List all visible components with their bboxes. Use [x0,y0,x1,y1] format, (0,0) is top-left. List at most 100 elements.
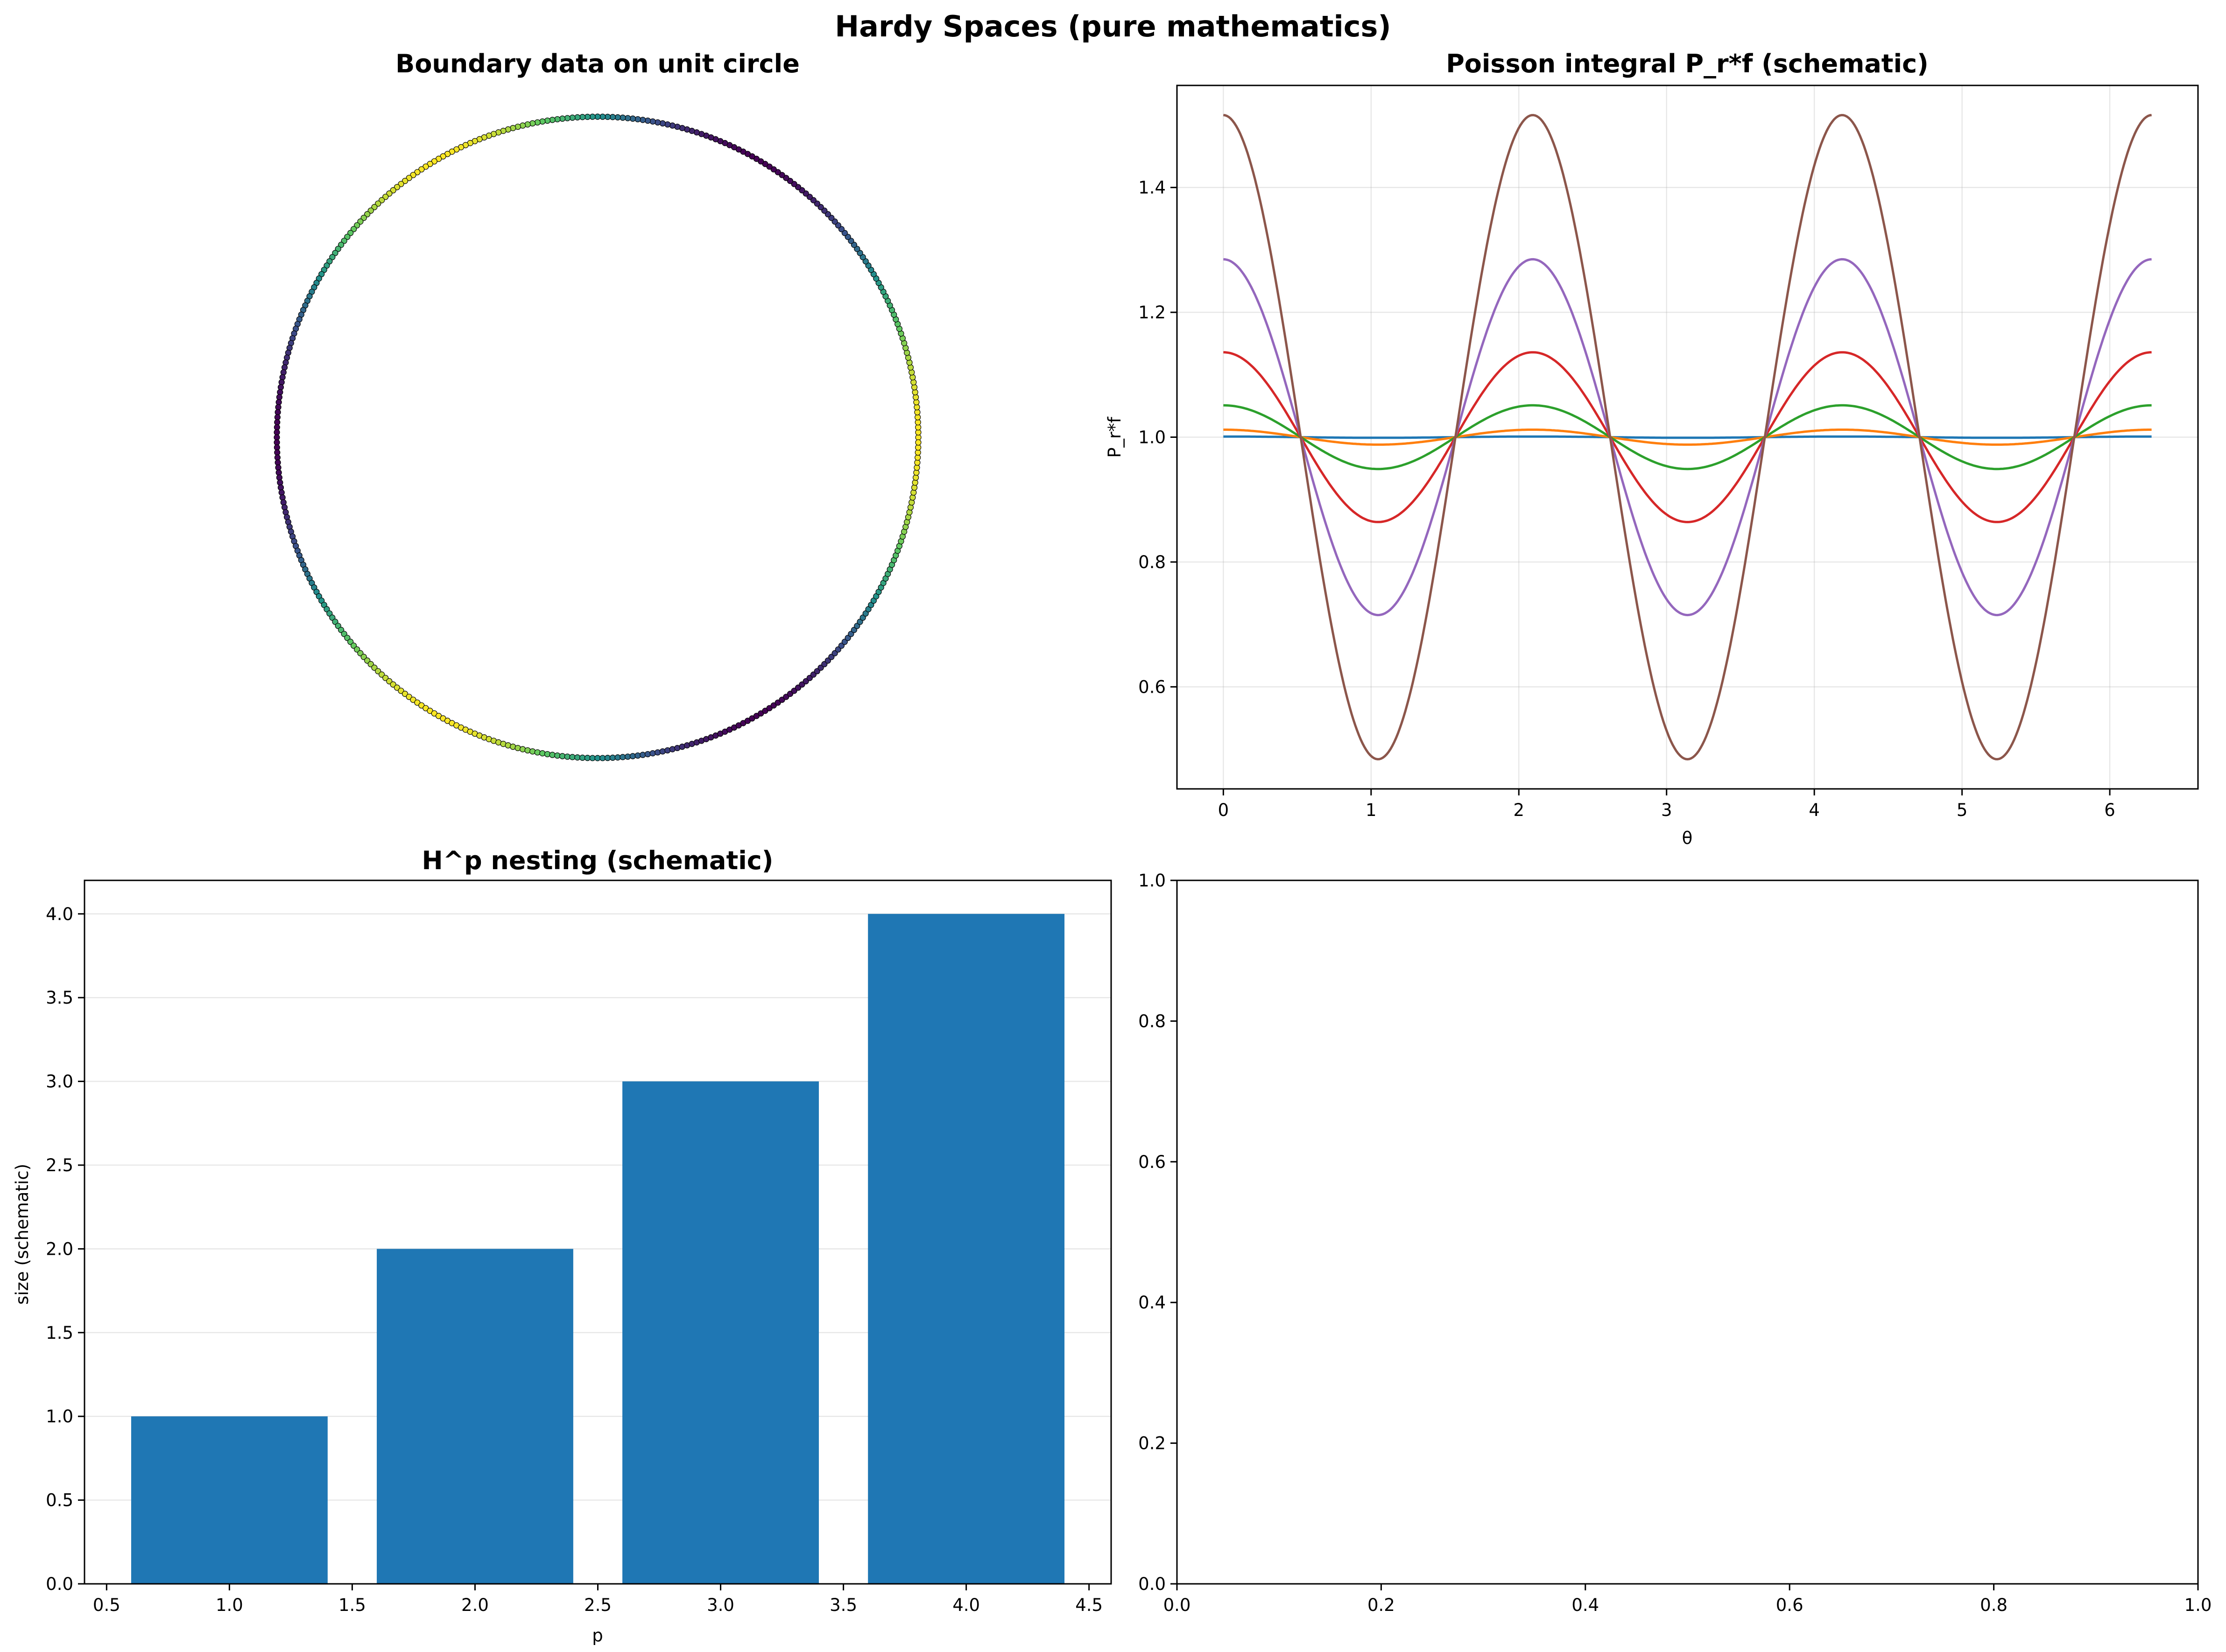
scatter-point [569,754,576,760]
panel-poisson-integral: Poisson integral P_r*f (schematic) 0 1 2 3 4… [1105,49,2199,848]
scatter-point [275,399,282,406]
scatter-point [640,117,646,123]
y-tick-label: 1.4 [1138,178,1166,198]
scatter-point [851,626,857,633]
scatter-point [332,619,338,625]
x-tick-label: 0.4 [1571,1595,1599,1615]
x-tick-label: 1 [1366,800,1377,820]
scatter-point [529,748,536,755]
scatter-point [659,748,666,755]
x-tick-label: 4.0 [952,1595,980,1615]
scatter-point [406,694,412,700]
y-tick-label: 0.6 [1138,1152,1166,1172]
scatter-point [338,626,345,633]
scatter-point [544,117,551,124]
scatter-point [539,118,546,125]
scatter-point [857,250,863,256]
x-tick-label: 6 [2104,800,2115,820]
scatter-point [534,749,541,756]
scatter-point [655,749,661,756]
x-axis-label: p [592,1625,603,1645]
x-tick-label: 1.0 [216,1595,243,1615]
scatter-point [402,178,409,184]
axes: 0.5 1.0 1.5 2.0 2.5 3.0 3.5 4.0 4.5 0.0 0.5 1.0 1.5 2… [46,879,1112,1615]
scatter-point [914,404,920,410]
bar-p-1 [131,1416,328,1584]
scatter-point [275,409,281,415]
scatter-point [539,750,546,757]
scatter-point [277,479,283,486]
scatter-point [423,163,429,170]
series-line-3 [1223,404,2152,471]
scatter-point [274,414,281,421]
x-tick-label: 2 [1513,800,1524,820]
y-tick-label: 0.4 [1138,1293,1166,1313]
scatter-point [414,699,421,706]
scatter-point [914,459,921,466]
x-tick-label: 0.0 [1163,1595,1191,1615]
scatter-point [524,747,531,754]
scatter-point [664,121,671,128]
scatter-point [335,623,341,629]
y-tick-label: 0.8 [1138,552,1166,572]
x-tick-label: 0.2 [1367,1595,1395,1615]
x-tick-label: 0.6 [1776,1595,1803,1615]
scatter-point [787,178,794,184]
scatter-point [544,751,551,758]
y-tick-label: 0.8 [1138,1011,1166,1031]
scatter-point [281,364,288,371]
x-tick-label: 0.5 [93,1595,120,1615]
scatter-point [865,262,872,269]
scatter-point [277,384,284,391]
scatter-point [644,117,651,124]
scatter-point [909,374,916,380]
scatter-point [277,389,283,395]
series-line-5 [1223,258,2152,617]
scatter-point [559,115,566,122]
scatter-point [915,454,921,461]
scatter-point [913,399,920,406]
scatter-point [912,474,919,481]
x-tick-label: 0.8 [1980,1595,2008,1615]
y-tick-label: 1.0 [46,1406,73,1427]
panel-title: H^p nesting (schematic) [422,846,774,875]
axes-frame [1176,879,2199,1585]
y-tick-label: 2.5 [46,1155,73,1175]
y-tick-label: 1.5 [46,1323,73,1343]
series-lines [1223,114,2152,761]
scatter-point [274,449,281,456]
scatter-point [410,696,416,703]
scatter-point [569,114,576,121]
scatter-point [655,119,661,126]
series-line-6 [1223,114,2152,761]
panel-hp-nesting: H^p nesting (schematic) 0.5 1.0 1.5 2.0 2.5 3… [12,846,1112,1645]
scatter-point [848,631,854,637]
scatter-point [649,118,656,125]
x-tick-label: 2.0 [461,1595,489,1615]
scatter-point [414,169,421,176]
scatter-point [914,464,920,471]
scatter-point [640,752,646,758]
scatter-point [791,181,797,187]
scatter-point [911,484,918,491]
scatter-point [913,469,920,476]
scatter-point [912,389,918,395]
scatter-point [275,464,282,471]
series-line-2 [1223,429,2152,446]
x-tick-label: 4.5 [1075,1595,1103,1615]
y-tick-label: 0.5 [46,1490,73,1511]
x-tick-label: 3.0 [707,1595,734,1615]
panel-empty: 0.0 0.2 0.4 0.6 0.8 1.0 0.0 0.2 0.4 0.6 0.8 1.0 [1138,871,2212,1615]
scatter-point [862,610,869,617]
y-tick-label: 2.0 [46,1239,73,1259]
scatter-point [779,696,785,703]
scatter-point [549,752,556,758]
y-tick-label: 0.2 [1138,1434,1166,1454]
scatter-point [279,374,286,380]
bars [131,914,1065,1584]
scatter-point [859,614,866,621]
scatter-point [910,379,917,386]
scatter-point [851,241,857,248]
